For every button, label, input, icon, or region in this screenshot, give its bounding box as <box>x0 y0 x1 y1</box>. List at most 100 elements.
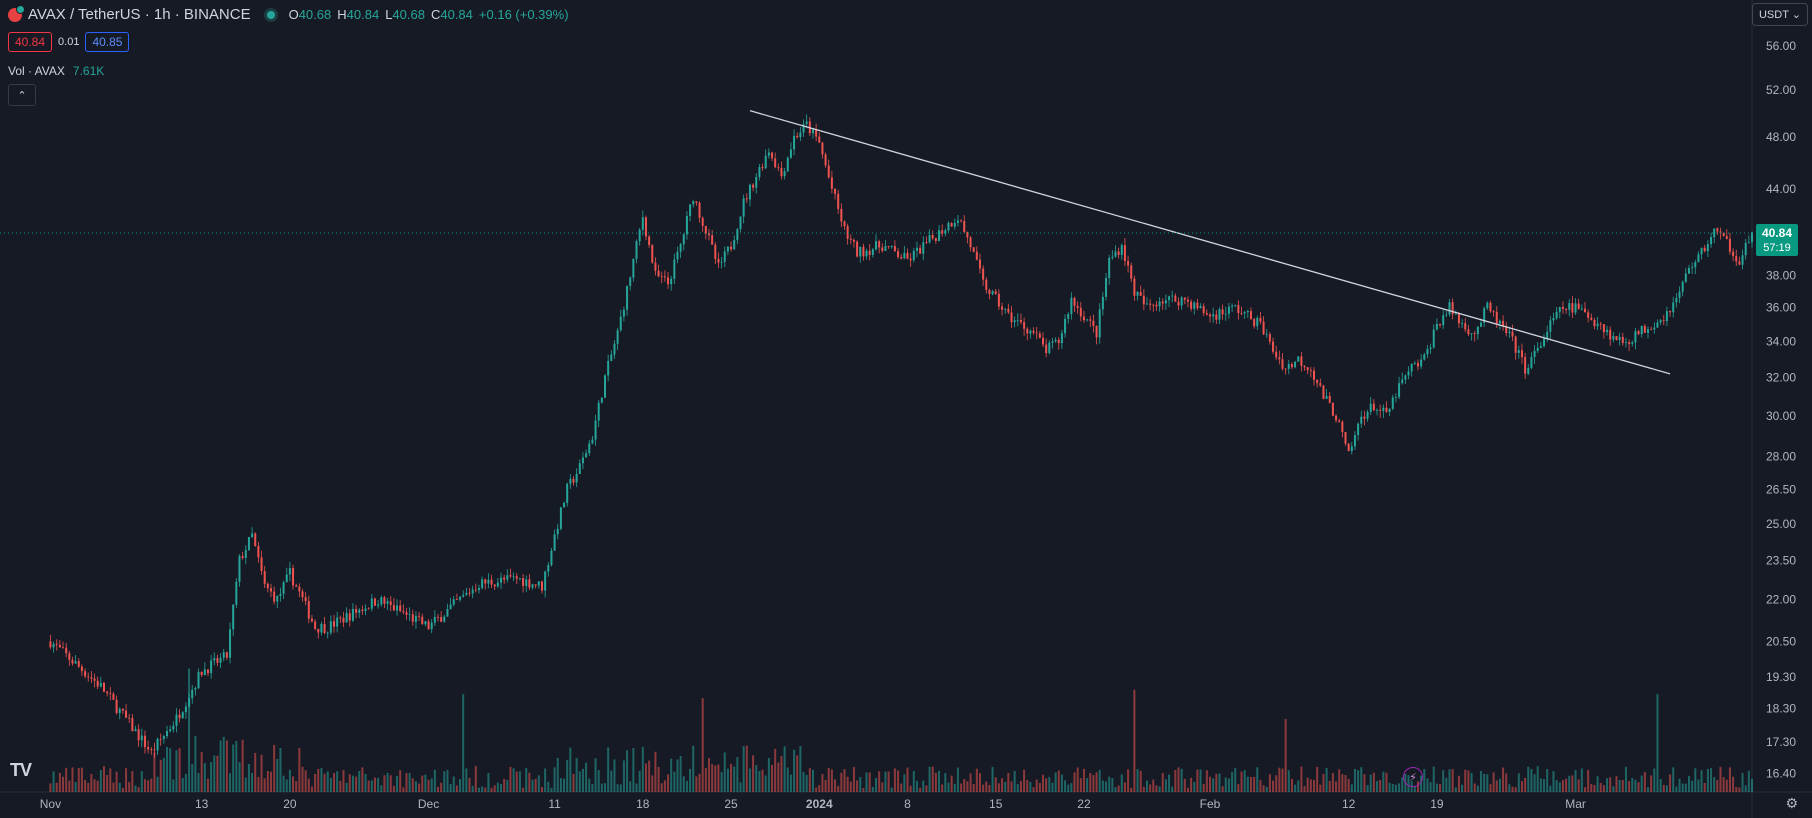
volume-bar <box>689 768 692 792</box>
volume-bar <box>1152 779 1155 792</box>
volume-bar <box>421 775 424 792</box>
candle-body <box>1505 325 1508 334</box>
candle-body <box>1026 328 1029 334</box>
candle-body <box>310 618 313 622</box>
volume-bar <box>1089 772 1092 792</box>
candle-body <box>1669 311 1672 313</box>
volume-bar <box>534 778 537 792</box>
candle-body <box>1019 319 1022 323</box>
volume-bar <box>1517 773 1520 792</box>
candle-body <box>1344 432 1347 444</box>
volume-bar <box>1631 778 1634 792</box>
volume-bar <box>1606 778 1609 792</box>
volume-bar <box>1382 771 1385 792</box>
candle-body <box>1016 319 1019 321</box>
low-value: 40.68 <box>392 7 425 22</box>
x-tick-label: 25 <box>724 797 738 811</box>
candle-body <box>58 644 61 648</box>
volume-bar <box>818 785 821 792</box>
symbol-title[interactable]: AVAX / TetherUS · 1h · BINANCE <box>28 6 251 23</box>
volume-bar <box>304 770 307 792</box>
volume-bar <box>238 762 241 792</box>
candle-body <box>811 129 814 134</box>
candle-body <box>285 574 288 583</box>
candle-body <box>1111 256 1114 259</box>
volume-bar <box>1108 776 1111 792</box>
collapse-legend-button[interactable]: ⌃ <box>8 84 36 106</box>
candle-body <box>109 693 112 694</box>
candle-body <box>260 557 263 572</box>
candle-body <box>1476 326 1479 335</box>
volume-bar <box>229 773 232 792</box>
candle-body <box>1139 291 1142 296</box>
market-status-icon[interactable] <box>266 10 275 19</box>
volume-bar <box>786 767 789 792</box>
volume-bar <box>518 771 521 792</box>
candle-body <box>1420 359 1423 367</box>
candle-body <box>1703 247 1706 252</box>
volume-bar <box>1060 774 1063 792</box>
candle-body <box>1423 354 1426 360</box>
candle-body <box>673 259 676 279</box>
candle-body <box>134 729 137 732</box>
volume-bar <box>503 779 506 792</box>
chart-header: AVAX / TetherUS · 1h · BINANCE O40.68 H4… <box>8 4 569 23</box>
volume-bar <box>1013 770 1016 792</box>
candle-body <box>323 623 326 633</box>
candle-body <box>944 230 947 234</box>
volume-bar <box>247 763 250 792</box>
volume-bar <box>191 763 194 792</box>
volume-bar <box>468 777 471 792</box>
volume-bar <box>1713 777 1716 792</box>
volume-bar <box>1543 779 1546 792</box>
candle-body <box>1057 339 1060 344</box>
volume-bar <box>459 779 462 792</box>
candle-body <box>793 135 796 150</box>
candle-body <box>1473 333 1476 335</box>
candle-body <box>1127 260 1130 266</box>
candle-body <box>730 246 733 250</box>
volume-bar <box>1344 775 1347 792</box>
volume-bar <box>1328 780 1331 792</box>
volume-bar <box>1249 777 1252 792</box>
candle-body <box>1555 311 1558 319</box>
ohlc-values: O40.68 H40.84 L40.68 C40.84 +0.16 (+0.39… <box>288 7 569 22</box>
volume-bar <box>1706 768 1709 792</box>
y-tick-label: 22.00 <box>1766 593 1796 607</box>
buy-price-button[interactable]: 40.85 <box>85 32 130 52</box>
candle-body <box>777 167 780 169</box>
volume-bar <box>99 769 102 792</box>
candle-body <box>1590 317 1593 320</box>
candle-body <box>1429 347 1432 349</box>
candle-body <box>789 149 792 158</box>
sell-price-button[interactable]: 40.84 <box>8 32 53 52</box>
volume-bar <box>1391 783 1394 792</box>
volume-bar <box>780 756 783 792</box>
candle-body <box>336 617 339 627</box>
candle-body <box>1568 303 1571 310</box>
volume-bar <box>225 740 228 792</box>
volume-bar <box>1054 772 1057 792</box>
tradingview-logo[interactable]: TV <box>10 760 32 780</box>
gear-icon[interactable]: ⚙ <box>1785 795 1798 811</box>
volume-bar <box>1549 785 1552 792</box>
candle-body <box>1486 302 1489 309</box>
candle-body <box>292 568 295 586</box>
volume-bar <box>1180 768 1183 792</box>
volume-bar <box>600 783 603 792</box>
currency-select[interactable]: USDT ⌄ <box>1751 3 1808 26</box>
lightning-icon[interactable]: ⚡ <box>1403 767 1423 787</box>
volume-bar <box>156 776 159 792</box>
candle-body <box>251 533 254 537</box>
candle-body <box>846 226 849 239</box>
volume-bar <box>1335 781 1338 792</box>
candle-body <box>1278 357 1281 360</box>
volume-bar <box>1010 781 1013 792</box>
candle-body <box>644 217 647 237</box>
candle-body <box>1246 311 1249 313</box>
candle-body <box>1643 326 1646 333</box>
candle-body <box>1385 407 1388 412</box>
volume-bar <box>985 781 988 792</box>
candle-body <box>588 443 591 454</box>
